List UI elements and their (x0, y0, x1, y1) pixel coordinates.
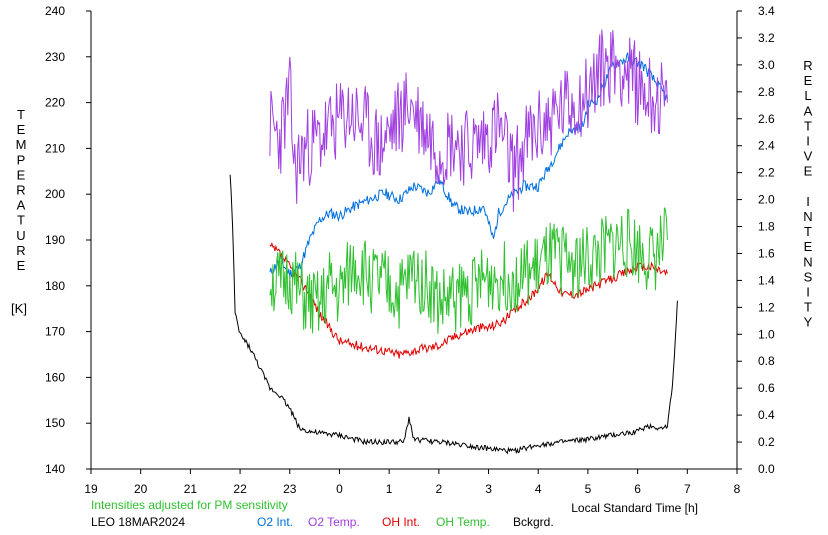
left-tick-label: 150 (45, 416, 65, 430)
x-tick-label: 19 (84, 482, 98, 496)
x-tick-label: 3 (485, 482, 492, 496)
left-tick-label: 240 (45, 4, 65, 18)
left-axis-label-letter: P (17, 152, 26, 167)
x-tick-label: 0 (336, 482, 343, 496)
right-tick-label: 2.2 (758, 166, 775, 180)
right-axis-label-letter: L (804, 88, 811, 103)
left-tick-label: 170 (45, 325, 65, 339)
right-axis-label-letter: E (804, 73, 813, 88)
right-tick-label: 1.8 (758, 220, 775, 234)
right-tick-label: 0.4 (758, 408, 775, 422)
right-axis-label-letter: N (803, 209, 812, 224)
right-tick-label: 2.8 (758, 85, 775, 99)
left-axis-unit: [K] (11, 301, 27, 316)
series-lines (229, 29, 678, 455)
right-axis-label-letter: T (804, 224, 812, 239)
left-tick-label: 160 (45, 370, 65, 384)
left-axis-label-letter: M (16, 137, 27, 152)
right-tick-label: 2.4 (758, 139, 775, 153)
left-axis-label-letter: T (17, 107, 25, 122)
left-axis-label-letter: E (17, 122, 26, 137)
right-tick-label: 1.0 (758, 327, 775, 341)
right-axis-label-letter: A (804, 103, 813, 118)
right-axis-label-letter: E (804, 164, 813, 179)
right-tick-label: 1.4 (758, 273, 775, 287)
legend-entry-2: OH Int. (382, 515, 420, 529)
right-axis-label-letter: I (806, 285, 810, 300)
right-tick-label: 0.8 (758, 354, 775, 368)
axes (86, 10, 742, 474)
left-tick-label: 140 (45, 462, 65, 476)
legend-entry-4: Bckgrd. (513, 515, 554, 529)
right-tick-label: 0.6 (758, 381, 775, 395)
right-axis-label-letter: Y (804, 315, 813, 330)
right-axis-label-letter: E (804, 239, 813, 254)
x-tick-label: 20 (134, 482, 148, 496)
series-line-3 (269, 207, 668, 334)
right-tick-label: 1.2 (758, 300, 775, 314)
left-axis-label-letter: U (16, 228, 25, 243)
right-axis-label-letter: N (803, 254, 812, 269)
series-line-0 (269, 51, 668, 278)
left-axis-label-letter: E (17, 258, 26, 273)
left-tick-label: 210 (45, 141, 65, 155)
right-tick-label: 1.6 (758, 246, 775, 260)
x-tick-label: 22 (233, 482, 247, 496)
right-axis-label-letter: S (804, 269, 813, 284)
legend-entry-1: O2 Temp. (308, 515, 360, 529)
x-axis-label: Local Standard Time [h] (571, 501, 698, 515)
x-tick-label: 6 (634, 482, 641, 496)
right-axis-label-letter: T (804, 300, 812, 315)
note-text: Intensities adjusted for PM sensitivity (91, 498, 288, 512)
series-line-2 (269, 241, 668, 359)
station-label: LEO 18MAR2024 (91, 515, 185, 529)
left-tick-label: 200 (45, 187, 65, 201)
left-axis-label-letter: A (17, 198, 26, 213)
left-tick-label: 220 (45, 96, 65, 110)
legend-entry-0: O2 Int. (257, 515, 293, 529)
x-tick-label: 1 (386, 482, 393, 496)
left-axis-label-letter: E (17, 167, 26, 182)
left-tick-label: 190 (45, 233, 65, 247)
legend: Intensities adjusted for PM sensitivity L… (91, 498, 554, 529)
right-tick-label: 3.2 (758, 31, 775, 45)
series-line-4 (229, 174, 678, 455)
x-tick-label: 4 (535, 482, 542, 496)
right-tick-label: 0.0 (758, 462, 775, 476)
right-axis-label-letter: I (806, 134, 810, 149)
right-tick-label: 3.0 (758, 58, 775, 72)
left-axis-label-letter: T (17, 213, 25, 228)
x-tick-label: 2 (436, 482, 443, 496)
series-line-1 (269, 29, 668, 212)
right-axis-label-letter: I (806, 194, 810, 209)
right-tick-label: 2.0 (758, 193, 775, 207)
x-tick-label: 7 (684, 482, 691, 496)
left-axis-label-letter: R (16, 243, 25, 258)
legend-entry-3: OH Temp. (436, 515, 490, 529)
right-axis-label-letter: T (804, 118, 812, 133)
left-tick-label: 230 (45, 50, 65, 64)
x-tick-label: 21 (184, 482, 198, 496)
tick-labels: 1401501601701801902002102202302400.00.20… (45, 4, 775, 496)
right-axis-label-letter: R (803, 58, 812, 73)
right-axis-label-letter: V (804, 149, 813, 164)
right-tick-label: 2.6 (758, 112, 775, 126)
x-tick-label: 23 (283, 482, 297, 496)
left-tick-label: 180 (45, 279, 65, 293)
left-axis-label-letter: R (16, 183, 25, 198)
right-tick-label: 0.2 (758, 435, 775, 449)
x-tick-label: 8 (734, 482, 741, 496)
right-tick-label: 3.4 (758, 4, 775, 18)
x-tick-label: 5 (585, 482, 592, 496)
